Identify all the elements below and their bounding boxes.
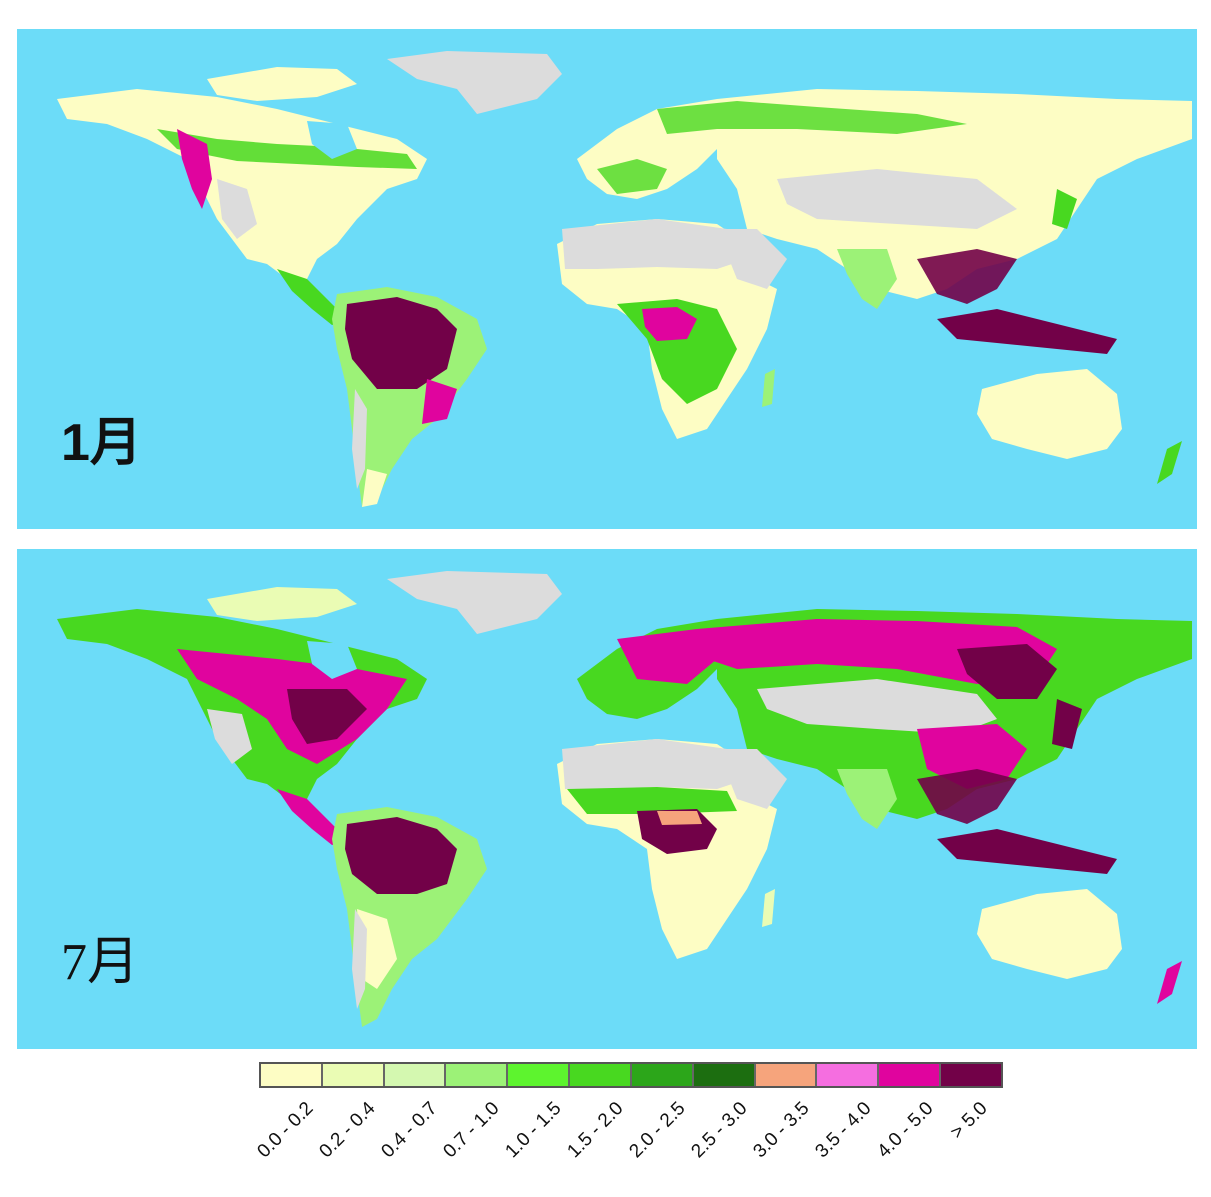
legend-swatch [693,1064,756,1086]
australia [977,889,1122,979]
legend-swatch [261,1064,323,1086]
madagascar [762,889,775,927]
na-east-dense [287,689,367,744]
madagascar [762,369,775,407]
se-asia [917,769,1017,824]
australia [977,369,1122,459]
ne-asia-dense [957,644,1057,699]
na-west-coast [177,129,212,209]
na-interior-dry [207,709,252,764]
legend-label: 4.0 - 5.0 [873,1098,938,1163]
month-label-january: 1月 [61,414,142,472]
china-east [917,724,1027,789]
legend-swatch [446,1064,509,1086]
sa-andes-dry [352,389,367,489]
legend-swatch [570,1064,632,1086]
indonesia [937,309,1117,354]
legend-swatch [879,1064,942,1086]
na-interior-dry [217,179,257,239]
arabia [717,229,787,289]
legend-swatch [322,1064,385,1086]
map-panel-july: 7月 [17,549,1197,1049]
central-america [277,789,347,845]
siberia-green [657,101,967,134]
legend-label: > 5.0 [946,1098,992,1144]
europe-forest [617,629,717,684]
indonesia [937,829,1117,874]
japan [1052,699,1082,749]
legend-swatch [817,1064,880,1086]
sa-andes-dry [352,909,367,1009]
legend-swatch [384,1064,447,1086]
central-asia-dry [777,169,1017,229]
legend-swatch [631,1064,694,1086]
central-asia-dry [757,679,997,734]
legend-label: 0.7 - 1.0 [439,1098,504,1163]
legend-swatch [508,1064,571,1086]
amazon [345,297,457,389]
japan [1052,189,1077,229]
new-zealand [1157,441,1182,484]
legend-swatch [755,1064,818,1086]
congo [642,307,697,341]
sahel-green [567,787,737,814]
central-america [277,269,347,325]
legend-label: 3.0 - 3.5 [749,1098,814,1163]
amazon [345,817,457,894]
legend-label: 1.5 - 2.0 [563,1098,628,1163]
se-asia [917,249,1017,304]
india [837,769,897,829]
legend-label: 0.2 - 0.4 [315,1098,380,1163]
legend-label: 0.4 - 0.7 [377,1098,442,1163]
europe-green [597,159,667,194]
legend-label: 3.5 - 4.0 [811,1098,876,1163]
arctic-islands [207,587,357,621]
hudson-bay [307,641,357,679]
greenland [387,571,562,634]
legend-label: 0.0 - 0.2 [253,1098,318,1163]
legend-color-bar [259,1062,1003,1088]
legend-label: 1.0 - 1.5 [501,1098,566,1163]
hudson-bay [307,121,357,159]
new-zealand [1157,961,1182,1004]
legend-label: 2.0 - 2.5 [625,1098,690,1163]
na-boreal-belt [157,129,417,169]
congo-orange [657,811,702,825]
sa-south [362,469,387,507]
world-map-january [57,51,1192,507]
sahara [562,739,747,789]
greenland [387,51,562,114]
legend-label: 2.5 - 3.0 [687,1098,752,1163]
north-america [57,89,427,279]
india [837,249,897,309]
arctic-islands [207,67,357,101]
legend-swatch [941,1064,1001,1086]
map-panel-january: 1月 [17,29,1197,529]
arabia [717,749,787,809]
sahara [562,219,747,269]
sa-brazil-east [422,379,457,424]
month-label-july: 7月 [61,934,140,991]
world-map-july [57,571,1192,1027]
